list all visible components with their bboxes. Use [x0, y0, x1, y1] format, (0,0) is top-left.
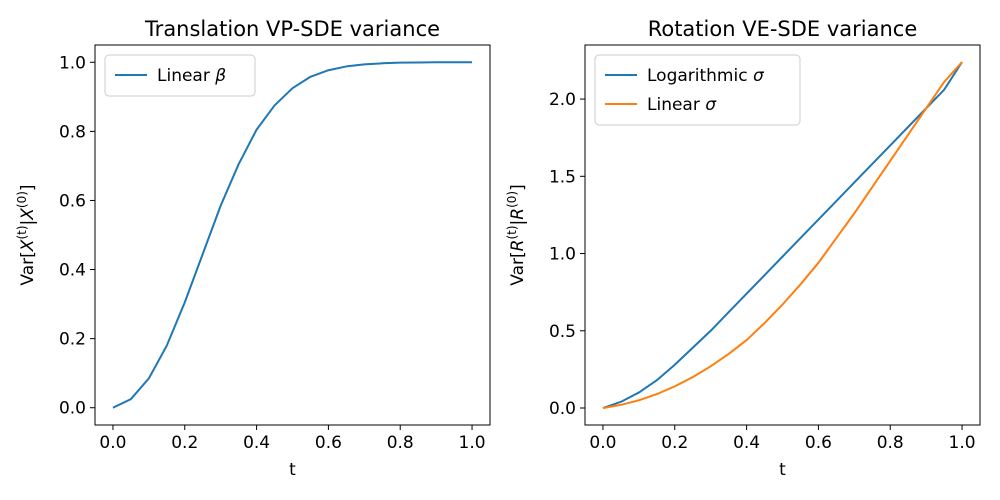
y-axis-label-part: (0)	[505, 191, 519, 208]
legend-label-0: Linear β	[157, 66, 226, 86]
series-line-0	[602, 61, 963, 409]
legend-label-1: Linear σ	[647, 95, 717, 115]
x-tick-label: 1.0	[949, 433, 976, 453]
y-tick-label: 0.4	[59, 261, 86, 281]
y-tick-label: 0.0	[549, 399, 576, 419]
y-axis-label: Var[R(t)|R(0)]	[505, 184, 528, 285]
y-axis-label-part: Var[	[18, 251, 38, 285]
y-tick-label: 0.6	[59, 191, 86, 211]
x-tick-label: 0.4	[243, 433, 270, 453]
chart-panel-1: Rotation VE-SDE variance 0.0 0.2 0.4 0.6 0.8 1…	[505, 17, 981, 480]
y-axis-label-part: |	[18, 220, 38, 226]
y-axis-label-part: (t)	[505, 225, 519, 239]
x-axis-label: t	[289, 460, 296, 480]
y-tick-label: 0.2	[59, 330, 86, 350]
legend-label-symbol: β	[214, 66, 226, 86]
plot-frame	[94, 44, 491, 426]
y-tick-label: 1.0	[59, 53, 86, 73]
x-tick-label: 0.4	[733, 433, 760, 453]
series-line-1	[602, 61, 963, 409]
legend-label-0: Logarithmic σ	[647, 66, 765, 86]
legend-label-text: Logarithmic	[647, 66, 753, 86]
legend-label-text: Linear	[157, 66, 215, 86]
plot-frame	[584, 44, 981, 426]
y-axis-label-part: ]	[508, 184, 528, 191]
legend: Linear β	[104, 54, 256, 97]
legend-label-symbol: σ	[753, 66, 765, 86]
y-axis-label-part: |	[508, 220, 528, 226]
y-axis-label-part: (0)	[15, 191, 29, 208]
chart-title: Rotation VE-SDE variance	[648, 17, 918, 41]
y-tick-label: 1.0	[549, 245, 576, 265]
chart-panel-0: Translation VP-SDE variance 0.0 0.2 0.4 0.6 0…	[15, 17, 491, 480]
y-axis-label-part: X	[18, 208, 38, 221]
series-line-0	[112, 61, 473, 409]
y-axis-label-part: ]	[18, 184, 38, 191]
y-tick-label: 0.0	[59, 399, 86, 419]
y-axis-label-part: X	[18, 239, 38, 252]
y-axis-label-part: Var[	[508, 251, 528, 285]
y-axis-label-part: (t)	[15, 225, 29, 239]
legend-label-symbol: σ	[705, 95, 717, 115]
y-axis-label-part: R	[508, 240, 528, 252]
legend-box	[104, 54, 256, 97]
x-tick-label: 0.6	[805, 433, 832, 453]
x-axis-label: t	[779, 460, 786, 480]
x-tick-label: 0.2	[171, 433, 198, 453]
legend-box	[594, 54, 801, 126]
x-tick-label: 0.0	[99, 433, 126, 453]
x-tick-label: 0.8	[387, 433, 414, 453]
chart-title: Translation VP-SDE variance	[144, 17, 440, 41]
x-tick-label: 0.0	[589, 433, 616, 453]
x-tick-label: 0.2	[661, 433, 688, 453]
y-axis-label: Var[X(t)|X(0)]	[15, 184, 38, 285]
x-tick-label: 0.6	[315, 433, 342, 453]
x-tick-label: 1.0	[459, 433, 486, 453]
y-tick-label: 0.8	[59, 122, 86, 142]
y-tick-label: 0.5	[549, 322, 576, 342]
y-tick-label: 2.0	[549, 90, 576, 110]
y-axis-label-part: R	[508, 208, 528, 220]
y-tick-label: 1.5	[549, 167, 576, 187]
x-tick-label: 0.8	[877, 433, 904, 453]
legend-label-text: Linear	[647, 95, 705, 115]
